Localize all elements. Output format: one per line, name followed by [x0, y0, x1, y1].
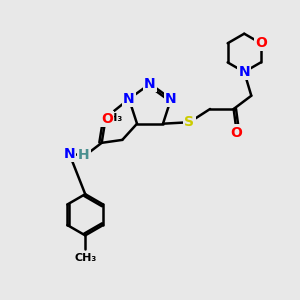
Text: N: N [123, 92, 135, 106]
Text: CH₃: CH₃ [74, 253, 96, 263]
Text: N: N [64, 147, 75, 161]
Text: O: O [101, 112, 113, 126]
Text: S: S [184, 115, 194, 129]
Text: N: N [165, 92, 177, 106]
Text: O: O [255, 36, 267, 50]
Text: N: N [144, 77, 156, 91]
Text: CH₃: CH₃ [101, 113, 123, 123]
Text: N: N [238, 65, 250, 79]
Text: O: O [230, 125, 242, 140]
Text: H: H [78, 148, 90, 162]
